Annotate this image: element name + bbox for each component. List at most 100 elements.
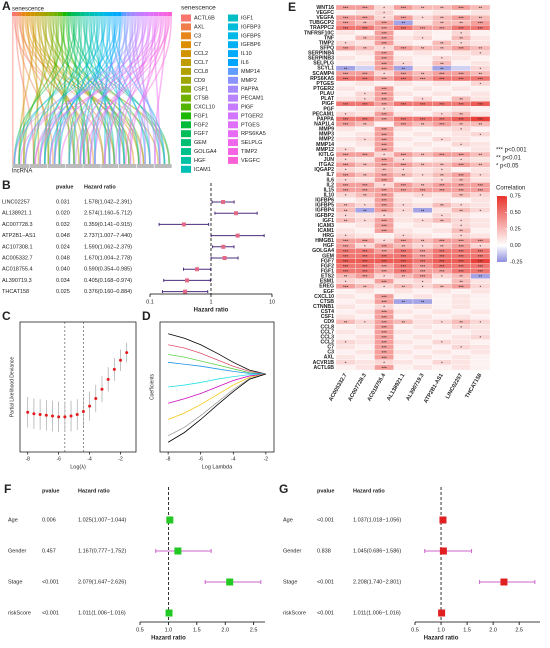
legend-swatch bbox=[181, 139, 191, 147]
significance: *** bbox=[343, 71, 349, 76]
significance: * bbox=[460, 31, 462, 36]
hazard-ratio: 1.670(1.004–2.778) bbox=[84, 255, 132, 261]
significance: ** bbox=[459, 36, 463, 41]
node-block bbox=[30, 164, 48, 168]
heatmap-cell bbox=[393, 349, 414, 355]
node-block bbox=[112, 12, 118, 16]
flow-band bbox=[47, 16, 60, 164]
x-tick-label: 1.5 bbox=[463, 627, 471, 633]
heatmap-cell bbox=[412, 156, 433, 163]
row-label: FGF2 bbox=[321, 263, 334, 269]
heatmap-cell bbox=[355, 131, 375, 137]
heatmap-cell bbox=[432, 91, 452, 97]
row-label: FGF7 bbox=[321, 258, 334, 264]
legend-label: CSF1 bbox=[194, 87, 208, 93]
legend-swatch bbox=[181, 165, 191, 173]
cv-point bbox=[75, 413, 79, 417]
heatmap-cell bbox=[335, 303, 356, 310]
heatmap-cell bbox=[355, 126, 375, 132]
legend-label: RPS6KA5 bbox=[241, 131, 266, 137]
hazard-ratio: 2.737(1.007–7.440) bbox=[84, 233, 132, 239]
row-label: MMP3 bbox=[319, 132, 334, 138]
heatmap-cell bbox=[393, 85, 414, 92]
significance: ** bbox=[440, 284, 444, 289]
flow-band bbox=[92, 16, 161, 164]
hazard-marker bbox=[166, 516, 174, 524]
row-label: JUN bbox=[324, 157, 335, 163]
heatmap-cell bbox=[432, 354, 452, 361]
flow-band bbox=[111, 16, 146, 164]
significance: ** bbox=[363, 21, 367, 26]
significance: * bbox=[383, 239, 385, 244]
significance: *** bbox=[381, 66, 387, 71]
column-header: Hazard ratio bbox=[78, 488, 110, 494]
row-label: IGFBP6 bbox=[315, 198, 334, 204]
heatmap-cell bbox=[432, 30, 452, 36]
significance: *** bbox=[381, 61, 387, 66]
heatmap-cell bbox=[355, 65, 375, 72]
significance: ** bbox=[363, 122, 367, 127]
flow-band bbox=[130, 16, 151, 164]
significance: * bbox=[441, 137, 443, 142]
heatmap-cell bbox=[335, 30, 356, 36]
flow-band bbox=[49, 16, 122, 164]
flow-band bbox=[13, 16, 105, 164]
flow-band bbox=[72, 16, 85, 164]
node-block bbox=[94, 12, 99, 16]
significance: ** bbox=[440, 16, 444, 21]
significance: *** bbox=[343, 102, 349, 107]
p-value: <0.001 bbox=[317, 517, 334, 523]
significance: ** bbox=[440, 41, 444, 46]
heatmap-cell bbox=[451, 329, 471, 335]
significance: *** bbox=[401, 153, 407, 158]
node-block bbox=[101, 164, 119, 168]
significance: * bbox=[460, 218, 462, 223]
cv-point bbox=[32, 412, 36, 416]
flow-band bbox=[141, 16, 146, 164]
heatmap-cell bbox=[432, 298, 452, 305]
heatmap-cell bbox=[412, 60, 433, 66]
row-label: IGFBP2 bbox=[315, 213, 334, 219]
node-block bbox=[126, 12, 131, 16]
plot-frame bbox=[19, 321, 137, 453]
heatmap-cell bbox=[412, 364, 433, 371]
node-block bbox=[153, 12, 159, 16]
row-label: AC007728.3 bbox=[2, 222, 33, 228]
legend-title: senescence bbox=[181, 5, 216, 12]
row-label: ACVR1B bbox=[313, 360, 335, 366]
panel-label: D bbox=[142, 309, 151, 323]
heatmap-cell bbox=[470, 91, 491, 97]
node-block bbox=[98, 12, 104, 16]
significance: * bbox=[479, 208, 481, 213]
significance: *** bbox=[381, 315, 387, 320]
heatmap-cell bbox=[393, 354, 414, 361]
cv-point bbox=[63, 415, 67, 419]
significance: *** bbox=[401, 6, 407, 11]
row-label: CST4 bbox=[321, 309, 334, 315]
legend-label: * p<0.05 bbox=[496, 164, 519, 170]
flow-band bbox=[37, 16, 61, 164]
heatmap-cell bbox=[451, 9, 471, 16]
significance: *** bbox=[362, 6, 368, 11]
significance: * bbox=[422, 284, 424, 289]
heatmap-cell bbox=[432, 344, 452, 350]
significance: *** bbox=[401, 16, 407, 21]
node-block bbox=[12, 164, 30, 168]
heatmap-cell bbox=[335, 9, 356, 16]
heatmap-cell bbox=[470, 96, 491, 102]
heatmap-cell bbox=[374, 232, 394, 239]
significance: *** bbox=[458, 188, 464, 193]
significance: * bbox=[422, 218, 424, 223]
significance: ** bbox=[421, 239, 425, 244]
significance: * bbox=[460, 127, 462, 132]
significance: *** bbox=[458, 163, 464, 168]
heatmap-cell bbox=[470, 60, 491, 66]
row-label: IL15 bbox=[324, 187, 334, 193]
row-label: SELPLG bbox=[313, 61, 334, 67]
heatmap-cell bbox=[393, 314, 414, 320]
significance: * bbox=[383, 11, 385, 16]
flow-band bbox=[153, 16, 161, 164]
significance: *** bbox=[478, 239, 484, 244]
legend-label: PlGF bbox=[241, 104, 254, 110]
